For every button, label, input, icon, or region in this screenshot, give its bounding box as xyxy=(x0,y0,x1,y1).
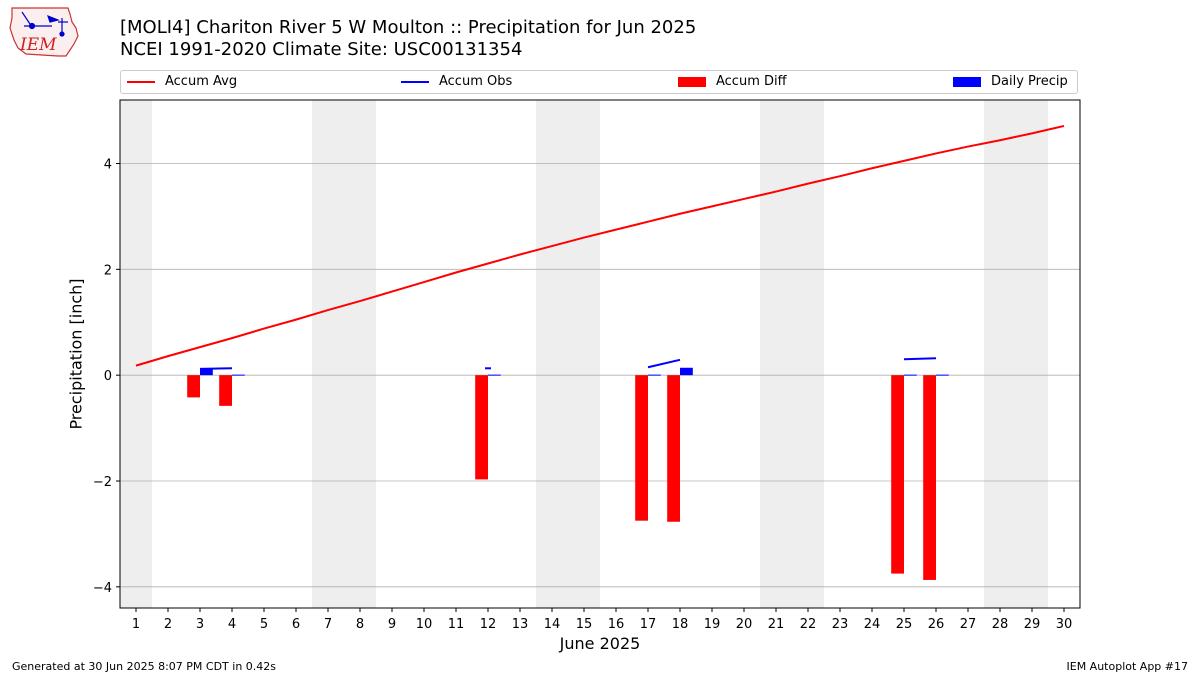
logo-text: IEM xyxy=(19,35,57,55)
accum-diff-bar-day-12 xyxy=(475,375,488,480)
daily-precip-bar-day-3 xyxy=(200,368,213,376)
chart-title: [MOLI4] Chariton River 5 W Moulton :: Pr… xyxy=(120,17,697,38)
legend-swatch-daily-precip xyxy=(953,76,981,87)
y-axis-label: Precipitation [inch] xyxy=(66,278,86,430)
x-axis-label: June 2025 xyxy=(559,634,641,653)
y-tick-label-0: −4 xyxy=(93,581,112,596)
legend-swatch-accum-obs xyxy=(401,80,429,83)
x-tick-label-24: 24 xyxy=(864,617,881,632)
x-tick-label-13: 13 xyxy=(512,617,529,632)
daily-precip-bar-day-25 xyxy=(904,374,917,376)
legend: Accum Avg Accum Obs Accum Diff Daily Pre… xyxy=(120,70,1078,94)
legend-label-daily-precip: Daily Precip xyxy=(991,74,1068,89)
daily-precip-bar-day-4 xyxy=(232,374,245,376)
daily-precip-bar-day-26 xyxy=(936,374,949,376)
y-tick-label-2: 0 xyxy=(104,369,112,384)
x-tick-label-11: 11 xyxy=(448,617,465,632)
accum-obs-line-3 xyxy=(903,357,937,361)
generated-timestamp: Generated at 30 Jun 2025 8:07 PM CDT in … xyxy=(12,660,277,673)
app-credit: IEM Autoplot App #17 xyxy=(1066,660,1189,673)
x-tick-label-25: 25 xyxy=(896,617,913,632)
accum-diff-bar-day-18 xyxy=(667,375,680,522)
x-tick-label-18: 18 xyxy=(672,617,689,632)
weekend-shade-2 xyxy=(536,100,600,608)
x-tick-label-6: 6 xyxy=(292,617,300,632)
x-tick-label-4: 4 xyxy=(228,617,236,632)
y-tick-label-1: −2 xyxy=(93,475,112,490)
x-tick-label-9: 9 xyxy=(388,617,396,632)
x-tick-label-3: 3 xyxy=(196,617,204,632)
legend-swatch-accum-diff xyxy=(678,76,706,87)
x-tick-label-5: 5 xyxy=(260,617,268,632)
legend-label-accum-avg: Accum Avg xyxy=(165,74,238,89)
iem-logo: IEM xyxy=(6,4,82,60)
legend-item-daily-precip: Daily Precip xyxy=(953,74,1068,89)
weekend-shade-4 xyxy=(984,100,1048,608)
daily-precip-bar-day-12 xyxy=(488,374,501,376)
x-tick-label-21: 21 xyxy=(768,617,785,632)
y-tick-label-3: 2 xyxy=(104,263,112,278)
x-tick-label-29: 29 xyxy=(1024,617,1041,632)
x-tick-label-15: 15 xyxy=(576,617,593,632)
x-tick-label-23: 23 xyxy=(832,617,849,632)
accum-diff-bar-day-25 xyxy=(891,375,904,574)
x-tick-label-19: 19 xyxy=(704,617,721,632)
x-tick-label-27: 27 xyxy=(960,617,977,632)
x-tick-label-7: 7 xyxy=(324,617,332,632)
x-tick-label-17: 17 xyxy=(640,617,657,632)
plot-frame xyxy=(119,99,1081,609)
weekend-shade-1 xyxy=(312,100,376,608)
x-tick-label-2: 2 xyxy=(164,617,172,632)
x-tick-label-8: 8 xyxy=(356,617,364,632)
x-tick-label-28: 28 xyxy=(992,617,1009,632)
x-tick-label-10: 10 xyxy=(416,617,433,632)
accum-diff-bar-day-17 xyxy=(635,375,648,521)
weekend-shade-0 xyxy=(120,100,152,608)
legend-label-accum-diff: Accum Diff xyxy=(716,74,787,89)
daily-precip-bar-day-18 xyxy=(680,367,693,376)
x-tick-label-1: 1 xyxy=(132,617,140,632)
x-tick-label-22: 22 xyxy=(800,617,817,632)
accum-diff-bar-day-3 xyxy=(187,375,200,398)
accum-obs-line-0 xyxy=(199,367,233,370)
legend-swatch-accum-avg xyxy=(127,80,155,83)
legend-item-accum-avg: Accum Avg xyxy=(127,74,237,89)
legend-item-accum-obs: Accum Obs xyxy=(401,74,512,89)
daily-precip-bar-day-17 xyxy=(648,374,661,376)
x-tick-label-14: 14 xyxy=(544,617,561,632)
x-tick-label-16: 16 xyxy=(608,617,625,632)
y-tick-label-4: 4 xyxy=(104,158,112,173)
x-tick-label-30: 30 xyxy=(1056,617,1073,632)
x-tick-label-20: 20 xyxy=(736,617,753,632)
accum-obs-line-2 xyxy=(647,358,681,369)
legend-item-accum-diff: Accum Diff xyxy=(678,74,787,89)
weekend-shade-3 xyxy=(760,100,824,608)
x-tick-label-12: 12 xyxy=(480,617,497,632)
accum-diff-bar-day-26 xyxy=(923,375,936,580)
accum-diff-bar-day-4 xyxy=(219,375,232,406)
accum-avg-line xyxy=(135,124,1065,367)
x-tick-label-26: 26 xyxy=(928,617,945,632)
chart-subtitle: NCEI 1991-2020 Climate Site: USC00131354 xyxy=(120,39,523,60)
legend-label-accum-obs: Accum Obs xyxy=(439,74,513,89)
